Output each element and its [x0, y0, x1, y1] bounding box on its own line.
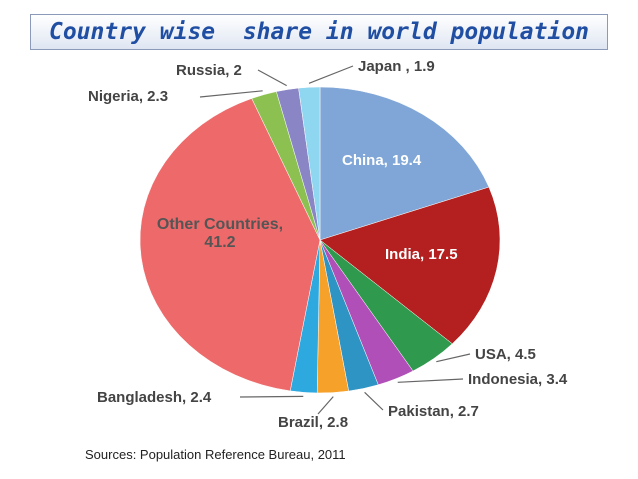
slice-label: Bangladesh, 2.4: [97, 389, 212, 406]
chart-title: Country wise share in world population: [30, 14, 608, 50]
pie-slice: [319, 186, 501, 345]
slice-label: Pakistan, 2.7: [388, 403, 479, 420]
leader-line: [199, 90, 263, 98]
slice-label: Other Countries, 41.2: [156, 216, 284, 251]
leader-line: [239, 395, 304, 398]
slice-label: India, 17.5: [385, 246, 458, 263]
slice-label: Indonesia, 3.4: [468, 371, 568, 388]
slice-label: Brazil, 2.8: [278, 414, 349, 431]
leader-line: [317, 396, 334, 415]
slice-label: Russia, 2: [176, 62, 242, 79]
leader-line: [308, 65, 354, 84]
leader-line: [397, 378, 464, 383]
source-note: Sources: Population Reference Bureau, 20…: [85, 447, 346, 462]
pie-slice: [319, 86, 490, 241]
leader-line: [436, 353, 471, 363]
slice-label: Nigeria, 2.3: [88, 88, 169, 105]
leader-line: [257, 69, 287, 87]
pie-slice: [298, 86, 321, 241]
slice-label: USA, 4.5: [475, 346, 536, 363]
leader-line: [364, 391, 384, 411]
slice-label: China, 19.4: [342, 152, 422, 169]
pie-slice: [139, 98, 321, 392]
slice-label: Japan , 1.9: [358, 58, 435, 75]
